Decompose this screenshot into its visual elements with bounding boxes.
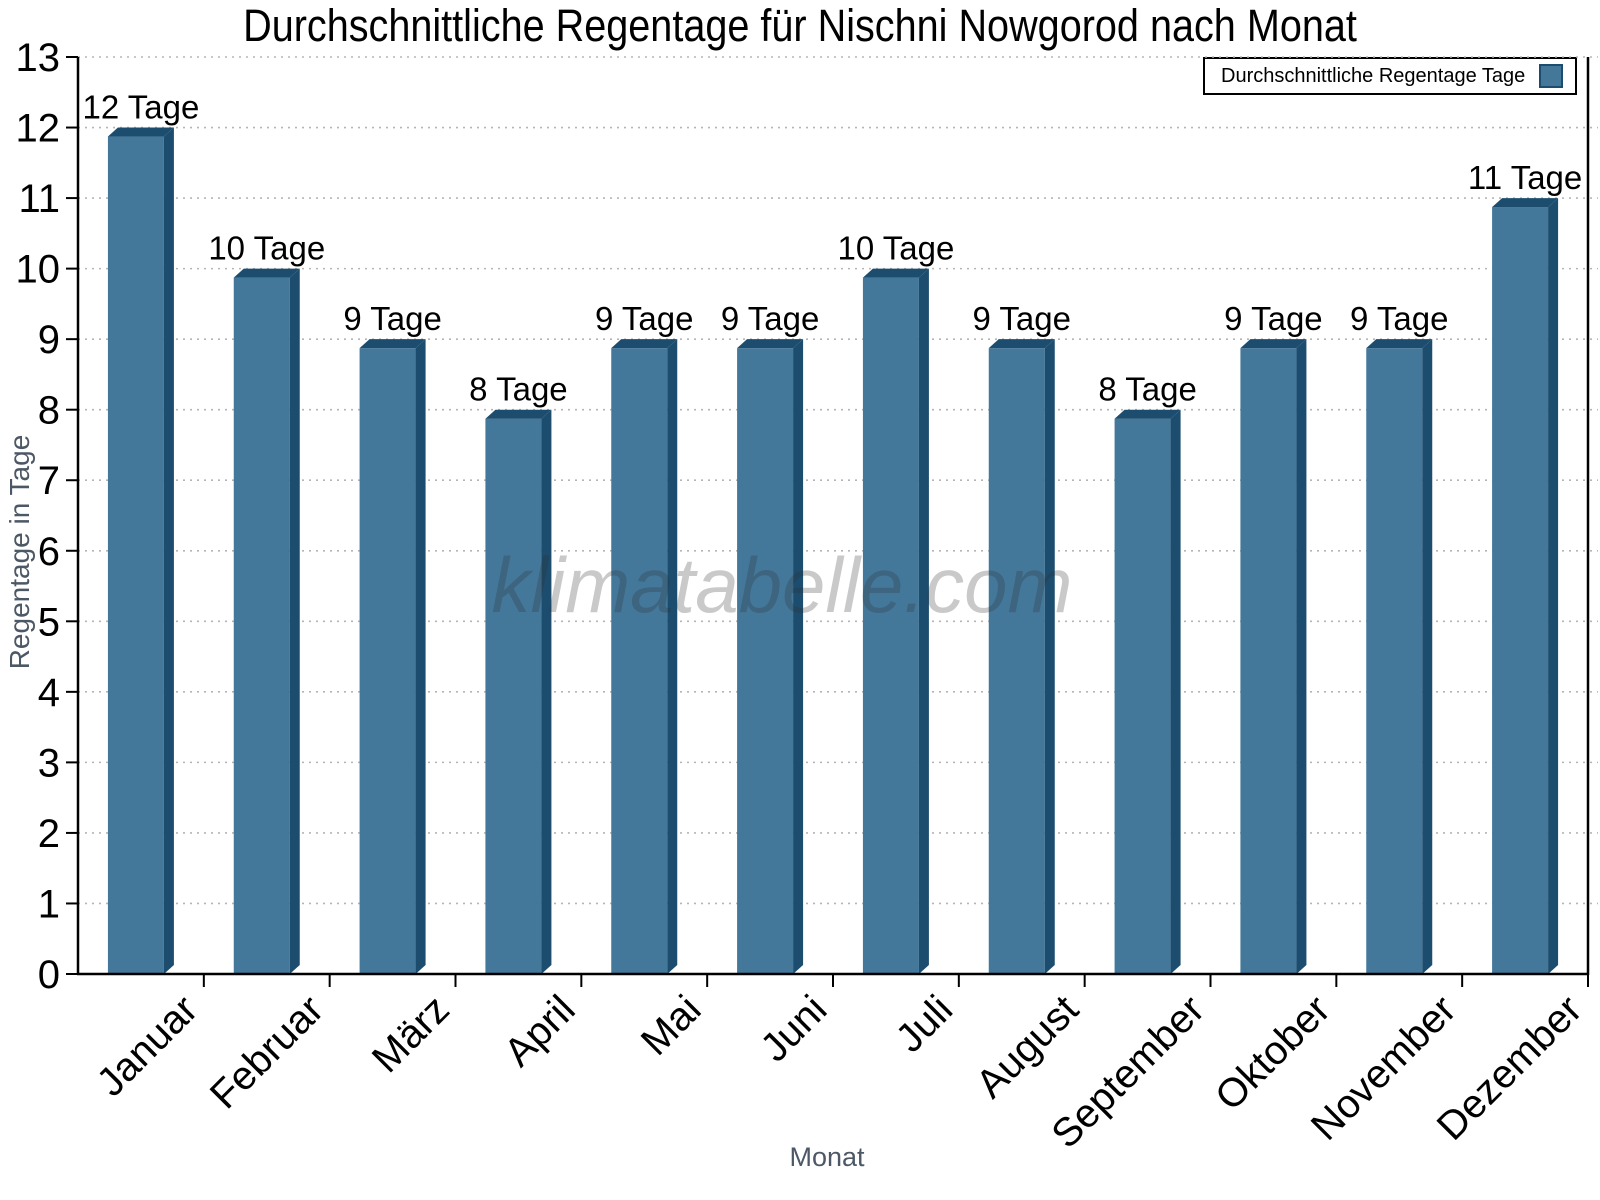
bar-top-bevel-februar <box>233 268 300 278</box>
x-tick-label-oktober: Oktober <box>1207 987 1339 1119</box>
bar-mai <box>611 348 668 975</box>
y-tick-label-5: 5 <box>38 600 60 644</box>
bar-top-bevel-juni <box>737 339 804 349</box>
bar-side-bevel-februar <box>289 268 300 975</box>
x-tick-label-marz: März <box>364 987 458 1081</box>
bar-value-label-august: 9 Tage <box>973 300 1071 337</box>
legend: Durchschnittliche Regentage Tage <box>1203 57 1577 95</box>
y-tick-label-3: 3 <box>38 741 60 785</box>
bar-value-label-september: 8 Tage <box>1098 371 1196 408</box>
bar-side-bevel-mai <box>667 339 678 975</box>
bar-value-label-februar: 10 Tage <box>208 230 325 267</box>
bar-value-label-mai: 9 Tage <box>595 300 693 337</box>
bar-top-bevel-juli <box>862 268 929 278</box>
x-tick-label-august: August <box>968 987 1087 1106</box>
x-tick-label-januar: Januar <box>89 987 207 1105</box>
y-tick-label-8: 8 <box>38 389 60 433</box>
bar-side-bevel-november <box>1422 339 1433 975</box>
bar-side-bevel-oktober <box>1296 339 1307 975</box>
bar-februar <box>233 277 290 975</box>
y-tick-label-10: 10 <box>16 248 61 292</box>
bar-value-label-dezember: 11 Tage <box>1468 159 1582 196</box>
y-tick-label-4: 4 <box>38 671 60 715</box>
y-tick-label-12: 12 <box>16 107 61 151</box>
x-tick-label-mai: Mai <box>633 987 710 1064</box>
legend-label: Durchschnittliche Regentage Tage <box>1221 64 1526 87</box>
y-tick-label-1: 1 <box>38 882 60 926</box>
x-tick-label-april: April <box>496 987 584 1075</box>
bar-top-bevel-august <box>988 339 1055 349</box>
bar-top-bevel-oktober <box>1240 339 1307 349</box>
bar-side-bevel-juni <box>793 339 804 975</box>
bar-side-bevel-september <box>1170 409 1181 974</box>
bar-side-bevel-april <box>541 409 552 974</box>
bar-november <box>1366 348 1423 975</box>
bar-april <box>485 418 542 974</box>
bar-juli <box>862 277 919 975</box>
bar-side-bevel-marz <box>415 339 426 975</box>
bar-top-bevel-marz <box>359 339 426 349</box>
bar-juni <box>737 348 794 975</box>
bar-september <box>1114 418 1171 974</box>
bar-value-label-juli: 10 Tage <box>837 230 954 267</box>
bar-top-bevel-november <box>1366 339 1433 349</box>
x-axis-title: Monat <box>789 1142 865 1172</box>
bar-side-bevel-juli <box>918 268 929 975</box>
bar-top-bevel-dezember <box>1492 198 1559 208</box>
bar-top-bevel-april <box>485 409 552 419</box>
y-tick-label-11: 11 <box>18 177 60 221</box>
watermark: klimatabelle.com <box>492 541 1073 629</box>
bar-top-bevel-september <box>1114 409 1181 419</box>
bar-value-label-november: 9 Tage <box>1350 300 1448 337</box>
y-tick-label-0: 0 <box>38 953 60 997</box>
y-tick-label-7: 7 <box>38 459 60 503</box>
y-tick-label-9: 9 <box>38 318 60 362</box>
bar-januar <box>107 136 164 975</box>
bar-side-bevel-dezember <box>1548 198 1559 975</box>
bar-top-bevel-mai <box>611 339 678 349</box>
x-tick-label-juni: Juni <box>752 987 835 1070</box>
bar-value-label-oktober: 9 Tage <box>1224 300 1322 337</box>
y-tick-label-2: 2 <box>38 812 60 856</box>
bar-value-label-marz: 9 Tage <box>343 300 441 337</box>
bar-side-bevel-august <box>1044 339 1055 975</box>
bar-value-label-januar: 12 Tage <box>82 89 199 126</box>
legend-swatch <box>1539 64 1563 88</box>
x-tick-label-juli: Juli <box>888 987 962 1061</box>
chart-title: Durchschnittliche Regentage für Nischni … <box>243 0 1357 51</box>
bar-august <box>988 348 1045 975</box>
bar-value-label-juni: 9 Tage <box>721 300 819 337</box>
bar-dezember <box>1492 207 1549 975</box>
bar-oktober <box>1240 348 1297 975</box>
bar-marz <box>359 348 416 975</box>
y-tick-label-6: 6 <box>38 530 60 574</box>
y-tick-label-13: 13 <box>16 36 61 80</box>
bar-value-label-april: 8 Tage <box>469 371 567 408</box>
x-tick-label-februar: Februar <box>202 987 332 1117</box>
bar-top-bevel-januar <box>107 127 174 137</box>
bar-side-bevel-januar <box>163 127 174 975</box>
